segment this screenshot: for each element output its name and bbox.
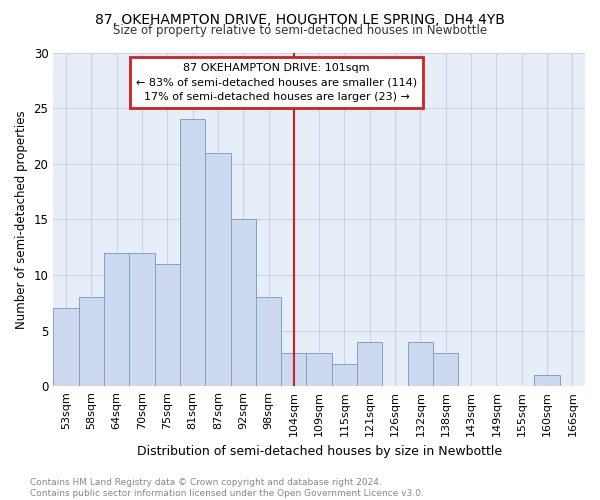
X-axis label: Distribution of semi-detached houses by size in Newbottle: Distribution of semi-detached houses by … bbox=[137, 444, 502, 458]
Bar bbox=[79, 298, 104, 386]
Text: Size of property relative to semi-detached houses in Newbottle: Size of property relative to semi-detach… bbox=[113, 24, 487, 37]
Text: 87 OKEHAMPTON DRIVE: 101sqm
← 83% of semi-detached houses are smaller (114)
17% : 87 OKEHAMPTON DRIVE: 101sqm ← 83% of sem… bbox=[136, 62, 417, 102]
Text: 87, OKEHAMPTON DRIVE, HOUGHTON LE SPRING, DH4 4YB: 87, OKEHAMPTON DRIVE, HOUGHTON LE SPRING… bbox=[95, 12, 505, 26]
Bar bbox=[155, 264, 180, 386]
Bar bbox=[408, 342, 433, 386]
Bar bbox=[433, 353, 458, 386]
Text: Contains HM Land Registry data © Crown copyright and database right 2024.
Contai: Contains HM Land Registry data © Crown c… bbox=[30, 478, 424, 498]
Bar bbox=[256, 298, 281, 386]
Bar bbox=[357, 342, 382, 386]
Bar bbox=[53, 308, 79, 386]
Bar bbox=[205, 152, 230, 386]
Bar bbox=[104, 253, 129, 386]
Bar bbox=[535, 375, 560, 386]
Bar bbox=[332, 364, 357, 386]
Bar bbox=[281, 353, 307, 386]
Y-axis label: Number of semi-detached properties: Number of semi-detached properties bbox=[15, 110, 28, 328]
Bar bbox=[129, 253, 155, 386]
Bar bbox=[230, 220, 256, 386]
Bar bbox=[307, 353, 332, 386]
Bar bbox=[180, 120, 205, 386]
